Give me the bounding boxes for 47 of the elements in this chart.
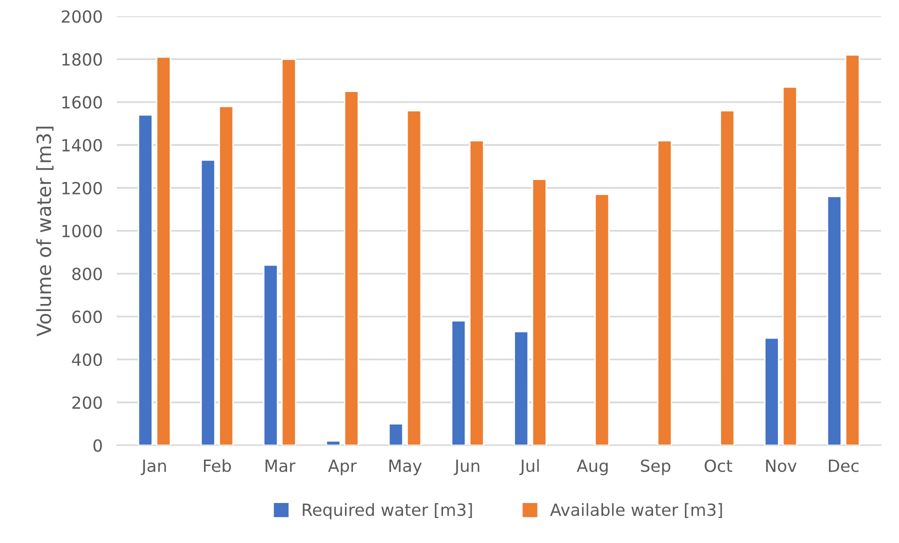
x-tick-label: May [389, 460, 422, 476]
y-tick-label: 1400 [62, 138, 102, 152]
x-tick-label: Oct [704, 459, 732, 472]
bar [450, 320, 466, 446]
x-tick-label: Aug [576, 460, 608, 476]
bar [657, 140, 672, 446]
bar [720, 110, 735, 446]
bar [281, 58, 296, 446]
bar [782, 86, 798, 446]
bar [406, 110, 422, 446]
y-tick-label: 0 [93, 439, 102, 452]
bar [263, 264, 278, 446]
bar [844, 54, 860, 446]
bar [156, 56, 172, 446]
bar [594, 194, 610, 446]
x-tick-label: Nov [766, 460, 797, 472]
y-tick-label: 800 [72, 268, 102, 280]
y-tick-label: 200 [72, 396, 102, 409]
bar [514, 330, 529, 446]
y-tick-label: 600 [72, 310, 102, 324]
bar [326, 440, 341, 446]
bar [826, 196, 842, 446]
x-tick-label: Apr [328, 460, 357, 476]
x-tick-label: Sep [640, 459, 670, 476]
bar [388, 423, 404, 446]
x-tick-label: Mar [266, 460, 296, 472]
y-tick-label: 400 [72, 353, 102, 366]
y-axis-title: Volume of water [m3] [36, 126, 54, 336]
bar [532, 178, 547, 446]
bar [469, 140, 484, 446]
x-tick-label: Dec [828, 460, 859, 472]
y-tick-label: 1200 [62, 182, 102, 194]
bar [200, 159, 216, 446]
bar [138, 114, 153, 446]
legend-label: Available water [m3] [550, 503, 722, 518]
x-tick-label: Jan [140, 460, 166, 476]
bar [344, 90, 360, 446]
x-tick-label: Feb [204, 459, 231, 472]
y-tick-label: 1600 [62, 96, 102, 109]
legend-label: Required water [m3] [302, 503, 472, 520]
y-tick-label: 2000 [62, 10, 102, 23]
y-tick-label: 1800 [62, 53, 102, 66]
y-tick-label: 1000 [62, 224, 102, 238]
bar [764, 337, 780, 446]
x-tick-label: Jun [454, 460, 480, 476]
x-tick-label: Jul [519, 459, 539, 476]
bar [218, 106, 234, 446]
